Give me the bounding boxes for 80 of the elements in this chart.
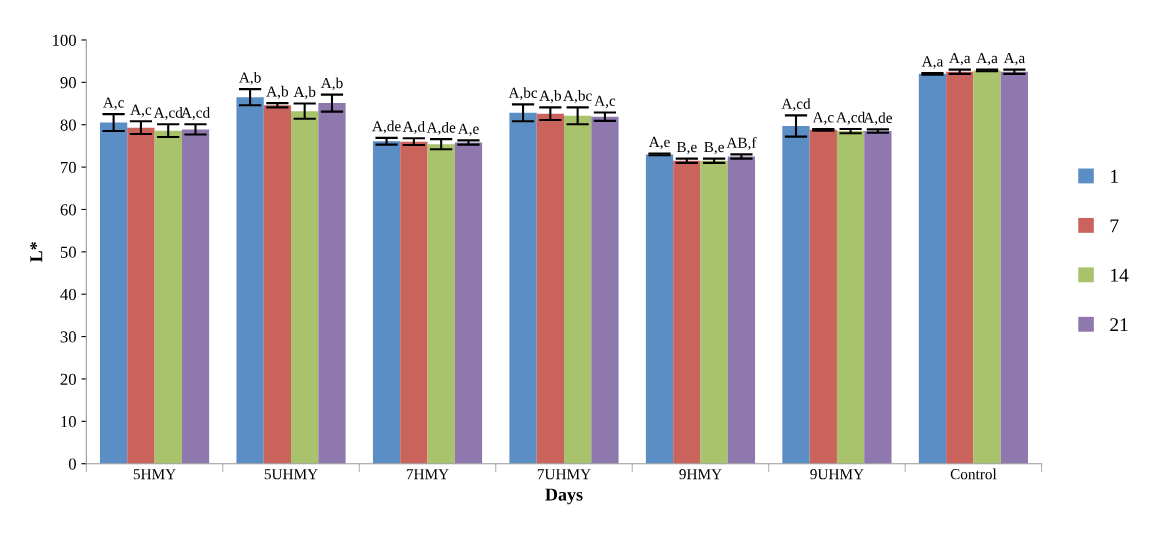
bar bbox=[454, 142, 483, 464]
bar bbox=[673, 160, 701, 464]
y-tick-label: 20 bbox=[60, 373, 76, 385]
data-label: A,b bbox=[293, 86, 316, 100]
bar bbox=[236, 97, 264, 464]
bar bbox=[372, 141, 401, 464]
data-label: A,cd bbox=[781, 98, 811, 112]
data-label: A,bc bbox=[508, 87, 538, 101]
data-label: A,b bbox=[266, 85, 289, 99]
y-axis-title: L* bbox=[30, 242, 43, 263]
data-label: A,bc bbox=[563, 90, 592, 104]
legend-label: 7 bbox=[1110, 219, 1119, 233]
x-tick-label: 9HMY bbox=[679, 469, 722, 480]
data-label: A,a bbox=[921, 56, 944, 69]
data-label: A,c bbox=[594, 95, 616, 109]
legend-label: 14 bbox=[1111, 268, 1129, 282]
bar bbox=[291, 111, 319, 464]
bar bbox=[536, 113, 564, 464]
y-tick-label: 80 bbox=[60, 119, 76, 131]
bar bbox=[700, 160, 728, 464]
data-label: A,a bbox=[949, 52, 971, 66]
bar bbox=[400, 141, 428, 464]
bar bbox=[154, 130, 182, 464]
y-tick-label: 0 bbox=[68, 458, 76, 470]
data-label: A,c bbox=[102, 97, 124, 110]
data-label: A,de bbox=[863, 112, 892, 126]
bar bbox=[509, 112, 537, 464]
x-tick-label: 9UHMY bbox=[810, 469, 864, 480]
data-label: A,c bbox=[130, 104, 152, 118]
y-tick-label: 60 bbox=[60, 204, 76, 216]
y-tick-label: 30 bbox=[60, 331, 76, 343]
x-tick-label: 5UHMY bbox=[264, 469, 318, 480]
bar bbox=[427, 144, 455, 464]
data-label: A,de bbox=[372, 120, 401, 134]
data-label: A,b bbox=[539, 90, 562, 104]
bar bbox=[1000, 71, 1029, 464]
bar bbox=[318, 103, 346, 464]
x-axis-title: Days bbox=[545, 488, 583, 505]
y-tick-label: 40 bbox=[60, 288, 76, 301]
data-label: A,c bbox=[812, 112, 834, 125]
data-label: A,cd bbox=[181, 107, 210, 120]
bar bbox=[946, 71, 974, 464]
bar bbox=[836, 131, 865, 464]
data-label: A,b bbox=[320, 77, 343, 91]
data-label: A,d bbox=[402, 121, 425, 134]
y-tick-label: 50 bbox=[60, 246, 76, 258]
bar bbox=[973, 70, 1001, 464]
bar bbox=[181, 129, 210, 464]
data-label: A,cd bbox=[153, 107, 183, 120]
bar bbox=[127, 127, 155, 464]
data-label: A,cd bbox=[836, 111, 866, 125]
bar bbox=[918, 73, 947, 464]
x-tick-label: 7HMY bbox=[406, 469, 449, 480]
legend-label: 1 bbox=[1111, 169, 1118, 183]
data-label: A,e bbox=[457, 123, 479, 137]
y-tick-label: 70 bbox=[61, 161, 76, 174]
data-label: A,a bbox=[1003, 52, 1025, 66]
x-tick-label: 5HMY bbox=[133, 469, 176, 480]
data-label: A,a bbox=[976, 52, 998, 66]
bar bbox=[727, 156, 756, 464]
bar bbox=[809, 129, 837, 464]
bar bbox=[263, 105, 292, 464]
bar bbox=[864, 131, 892, 464]
data-label: A,b bbox=[239, 71, 261, 85]
bar bbox=[99, 122, 128, 464]
y-tick-label: 100 bbox=[53, 34, 76, 46]
bar bbox=[645, 154, 674, 464]
x-tick-label: 7UHMY bbox=[537, 469, 591, 480]
legend-label: 21 bbox=[1110, 318, 1128, 332]
data-label: A,de bbox=[426, 121, 456, 135]
data-label: AB,f bbox=[726, 136, 757, 151]
data-label: A,e bbox=[648, 136, 670, 150]
data-label: B,e bbox=[704, 141, 724, 155]
data-label: B,e bbox=[676, 141, 697, 155]
bar bbox=[782, 125, 810, 464]
y-tick-label: 10 bbox=[61, 416, 76, 428]
bar bbox=[591, 116, 619, 464]
x-tick-label: Control bbox=[950, 468, 997, 480]
bar bbox=[563, 115, 592, 464]
y-tick-label: 90 bbox=[60, 77, 76, 89]
